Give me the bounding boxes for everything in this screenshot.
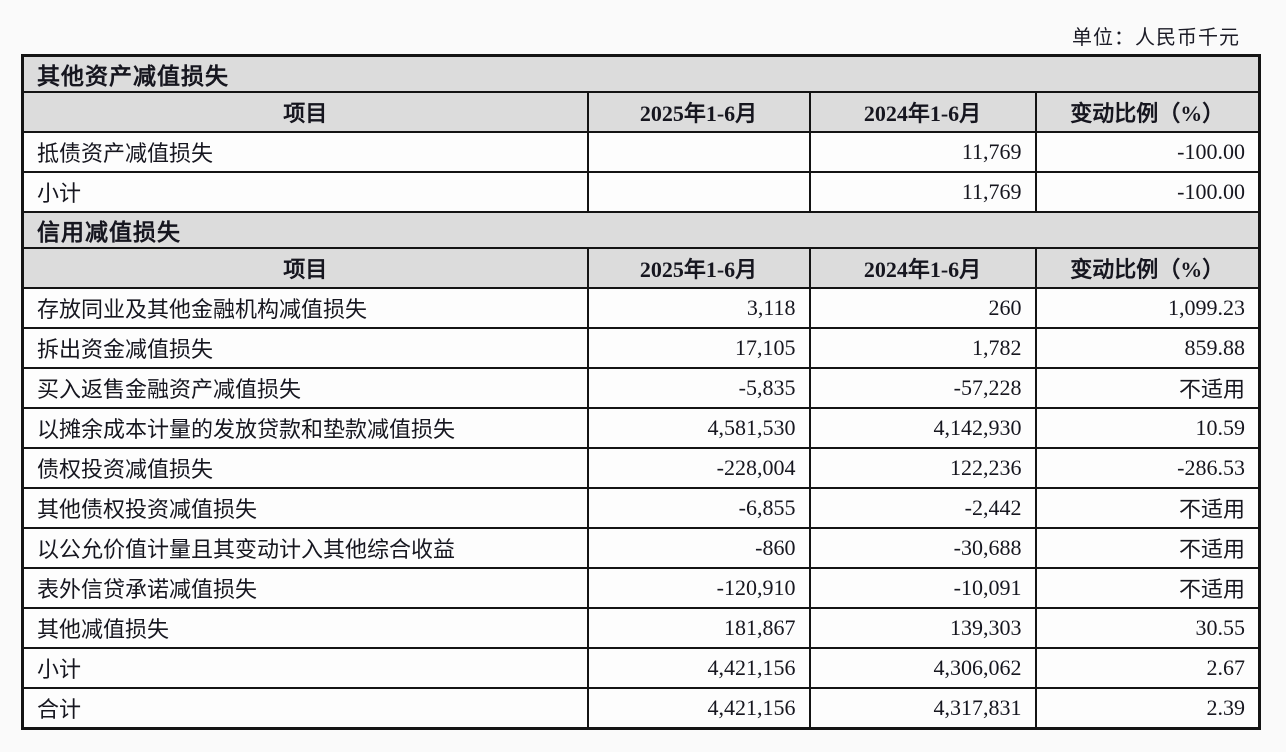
- column-header-2025: 2025年1-6月: [586, 91, 811, 133]
- table-row: 其他减值损失 181,867 139,303 30.55: [21, 607, 1261, 649]
- value-2024-cell: 11,769: [808, 171, 1037, 213]
- change-cell: -100.00: [1034, 131, 1261, 173]
- value-2024-cell: 122,236: [808, 447, 1037, 489]
- value-2024-cell: -30,688: [808, 527, 1037, 569]
- value-2024-cell: 11,769: [808, 131, 1037, 173]
- change-cell: 不适用: [1034, 487, 1261, 529]
- value-2025-cell: -120,910: [586, 567, 811, 609]
- section-header-credit: 信用减值损失: [21, 211, 1261, 249]
- change-cell: 2.67: [1034, 647, 1261, 689]
- change-cell: 不适用: [1034, 567, 1261, 609]
- value-2025-cell: 4,581,530: [586, 407, 811, 449]
- value-2025-cell: -228,004: [586, 447, 811, 489]
- value-2024-cell: 1,782: [808, 327, 1037, 369]
- item-cell: 其他减值损失: [21, 607, 589, 649]
- value-2025-cell: -860: [586, 527, 811, 569]
- column-header-change: 变动比例（%）: [1034, 91, 1261, 133]
- change-cell: -100.00: [1034, 171, 1261, 213]
- column-header-row: 项目 2025年1-6月 2024年1-6月 变动比例（%）: [21, 91, 1261, 133]
- table-row: 以摊余成本计量的发放贷款和垫款减值损失 4,581,530 4,142,930 …: [21, 407, 1261, 449]
- value-2024-cell: 4,142,930: [808, 407, 1037, 449]
- table-row: 存放同业及其他金融机构减值损失 3,118 260 1,099.23: [21, 287, 1261, 329]
- change-cell: 30.55: [1034, 607, 1261, 649]
- change-cell: 1,099.23: [1034, 287, 1261, 329]
- column-header-row: 项目 2025年1-6月 2024年1-6月 变动比例（%）: [21, 247, 1261, 289]
- value-2024-cell: 4,306,062: [808, 647, 1037, 689]
- item-cell: 拆出资金减值损失: [21, 327, 589, 369]
- value-2024-cell: -10,091: [808, 567, 1037, 609]
- value-2024-cell: -57,228: [808, 367, 1037, 409]
- change-cell: 不适用: [1034, 367, 1261, 409]
- item-cell: 抵债资产减值损失: [21, 131, 589, 173]
- item-cell: 债权投资减值损失: [21, 447, 589, 489]
- item-cell: 小计: [21, 647, 589, 689]
- change-cell: 10.59: [1034, 407, 1261, 449]
- table-row: 表外信贷承诺减值损失 -120,910 -10,091 不适用: [21, 567, 1261, 609]
- table-row: 买入返售金融资产减值损失 -5,835 -57,228 不适用: [21, 367, 1261, 409]
- item-cell: 存放同业及其他金融机构减值损失: [21, 287, 589, 329]
- column-header-2024: 2024年1-6月: [808, 91, 1037, 133]
- item-cell: 小计: [21, 171, 589, 213]
- column-header-change: 变动比例（%）: [1034, 247, 1261, 289]
- section-header-other-assets: 其他资产减值损失: [21, 54, 1261, 93]
- table-row: 以公允价值计量且其变动计入其他综合收益 -860 -30,688 不适用: [21, 527, 1261, 569]
- change-cell: 不适用: [1034, 527, 1261, 569]
- value-2024-cell: 139,303: [808, 607, 1037, 649]
- value-2025-cell: -6,855: [586, 487, 811, 529]
- value-2025-cell: 4,421,156: [586, 647, 811, 689]
- table-row: 小计 11,769 -100.00: [21, 171, 1261, 213]
- column-header-item: 项目: [21, 91, 589, 133]
- section-title: 其他资产减值损失: [21, 54, 1261, 93]
- column-header-2024: 2024年1-6月: [808, 247, 1037, 289]
- column-header-2025: 2025年1-6月: [586, 247, 811, 289]
- value-2025-cell: -5,835: [586, 367, 811, 409]
- section-title: 信用减值损失: [21, 211, 1261, 249]
- table-row: 拆出资金减值损失 17,105 1,782 859.88: [21, 327, 1261, 369]
- table-row: 抵债资产减值损失 11,769 -100.00: [21, 131, 1261, 173]
- table-row: 债权投资减值损失 -228,004 122,236 -286.53: [21, 447, 1261, 489]
- change-cell: -286.53: [1034, 447, 1261, 489]
- item-cell: 其他债权投资减值损失: [21, 487, 589, 529]
- value-2025-cell: [586, 131, 811, 173]
- table-row-total: 合计 4,421,156 4,317,831 2.39: [21, 687, 1261, 729]
- item-cell: 以摊余成本计量的发放贷款和垫款减值损失: [21, 407, 589, 449]
- unit-label: 单位：人民币千元: [1072, 27, 1240, 49]
- table-row: 其他债权投资减值损失 -6,855 -2,442 不适用: [21, 487, 1261, 529]
- table-row-subtotal: 小计 4,421,156 4,306,062 2.67: [21, 647, 1261, 689]
- value-2024-cell: -2,442: [808, 487, 1037, 529]
- item-cell: 买入返售金融资产减值损失: [21, 367, 589, 409]
- value-2025-cell: 4,421,156: [586, 687, 811, 729]
- value-2024-cell: 4,317,831: [808, 687, 1037, 729]
- value-2025-cell: 181,867: [586, 607, 811, 649]
- value-2025-cell: 17,105: [586, 327, 811, 369]
- impairment-loss-table: 其他资产减值损失 项目 2025年1-6月 2024年1-6月 变动比例（%） …: [21, 54, 1261, 730]
- value-2025-cell: [586, 171, 811, 213]
- item-cell: 以公允价值计量且其变动计入其他综合收益: [21, 527, 589, 569]
- change-cell: 2.39: [1034, 687, 1261, 729]
- change-cell: 859.88: [1034, 327, 1261, 369]
- item-cell: 表外信贷承诺减值损失: [21, 567, 589, 609]
- value-2024-cell: 260: [808, 287, 1037, 329]
- item-cell: 合计: [21, 687, 589, 729]
- column-header-item: 项目: [21, 247, 589, 289]
- value-2025-cell: 3,118: [586, 287, 811, 329]
